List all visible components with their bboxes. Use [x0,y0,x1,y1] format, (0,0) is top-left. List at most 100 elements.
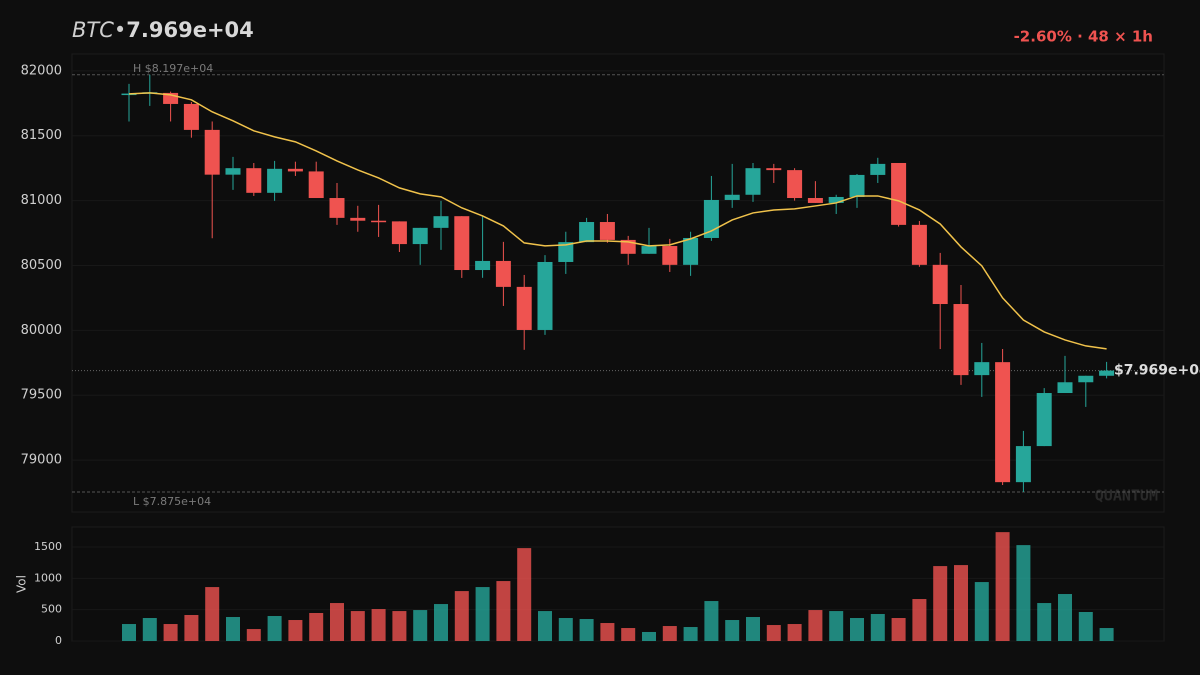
y-tick-label: 1000 [34,571,62,584]
volume-bar [850,618,864,641]
candle-body [724,194,740,200]
candle-body [558,242,574,262]
y-tick-label: 81000 [21,193,62,208]
volume-bar [870,614,885,641]
candle-body [350,217,366,221]
title: BTC•7.969e+04 [72,18,254,42]
candle-body [308,171,324,199]
volume-bar [309,613,324,641]
volume-bar [600,623,615,641]
volume-bar [184,615,199,641]
last-price-label: $7.969e+04 [1114,363,1200,379]
volume-bar [226,617,240,641]
moving-average [128,92,1107,350]
candle-body [766,168,782,171]
volume-bar [1078,611,1093,641]
volume-bar [579,619,594,641]
candle-body [204,129,220,175]
volume-bar [766,625,781,641]
candle-body [1057,382,1073,394]
candle-body [787,170,803,199]
candle-body [371,220,387,223]
y-tick-label: 500 [41,603,62,616]
candle-body [391,221,407,245]
candle-body [911,224,927,265]
candle-body [579,222,595,243]
volume-bar [371,609,386,641]
candle-body [287,168,303,172]
watermark: QUANTUM [1095,487,1158,505]
candle-body [433,216,449,228]
volume-bar [246,629,261,641]
volume-bar [912,599,927,641]
volume-bar [933,566,948,641]
volume-bar [1099,628,1114,641]
candle-body [516,286,532,330]
change-label: -2.60% · 48 × 1h [1014,28,1153,46]
separator: • [114,18,126,42]
candle-body [475,260,491,271]
volume-bar [142,618,157,641]
symbol: BTC [72,18,114,42]
volume-bar [974,582,989,641]
candle-body [1036,393,1052,447]
candle-body [1015,446,1031,483]
candle-body [225,168,241,175]
price-text: 7.969e+04 [126,18,254,42]
volume-bar [288,620,303,641]
volume-bar [1058,594,1072,641]
y-tick-label: 80000 [21,323,62,338]
volume-bar [330,603,344,641]
candle-body [870,163,886,175]
volume-bar [205,587,220,641]
candle-body [891,162,907,225]
candle-body [641,246,657,254]
volume-bar [558,618,573,641]
volume-bar [475,587,490,641]
volume-bar [787,624,802,641]
volume-bar [163,624,178,641]
candle-body [267,168,283,193]
volume-bar [413,610,428,641]
volume-bar [1016,545,1031,641]
candle-body [537,261,553,330]
volume-bar [621,628,636,641]
candle-body [163,92,179,104]
candle-body [995,362,1011,483]
y-tick-label: 79000 [21,453,62,468]
volume-bar [704,601,719,641]
candle-body [183,103,199,130]
volume-bar [891,618,906,641]
candle-body [599,222,615,240]
volume-bar [122,624,136,641]
y-tick-label: 79500 [21,388,62,403]
volume-bar [995,532,1010,641]
volume-bar [746,617,760,641]
volume-bar [267,616,282,641]
volume-bar [496,581,511,641]
volume-bar [954,565,968,641]
candle-body [974,362,990,376]
candle-body [620,239,636,254]
candle-body [412,227,428,245]
volume-bar [392,611,407,641]
candle-body [807,198,823,203]
candle-body [246,168,262,193]
candle-body [454,216,470,271]
candle-body [932,264,948,305]
volume-bar [683,627,698,641]
low-line-label: L $7.875e+04 [133,495,211,508]
candle-body [121,93,137,96]
candle-body [1078,375,1094,383]
volume-bar [434,604,448,641]
candle-body [683,237,699,265]
high-line-label: H $8.197e+04 [133,62,213,75]
volume-bar [538,611,552,641]
volume-bar [642,631,656,641]
candle-body [662,246,678,265]
y-tick-label: 1500 [34,540,62,553]
y-tick-label: 80500 [21,258,62,273]
volume-bar [517,548,532,641]
